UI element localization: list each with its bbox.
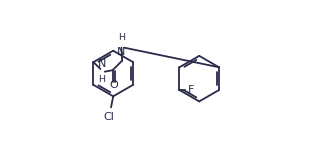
Text: H: H [118, 32, 125, 42]
Text: N: N [97, 59, 106, 69]
Text: O: O [109, 80, 118, 90]
Text: H: H [98, 75, 105, 84]
Text: F: F [188, 85, 194, 95]
Text: Cl: Cl [104, 112, 115, 122]
Text: N: N [117, 47, 126, 57]
